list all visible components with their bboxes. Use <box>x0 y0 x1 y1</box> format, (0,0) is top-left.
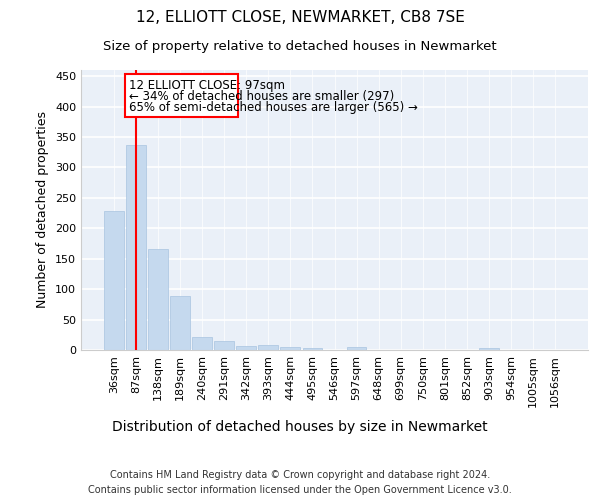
Bar <box>192 336 212 350</box>
Bar <box>479 348 499 350</box>
Text: 12 ELLIOTT CLOSE: 97sqm: 12 ELLIOTT CLOSE: 97sqm <box>129 79 285 92</box>
Bar <box>148 249 168 350</box>
Bar <box>302 348 322 350</box>
Text: Contains HM Land Registry data © Crown copyright and database right 2024.: Contains HM Land Registry data © Crown c… <box>110 470 490 480</box>
Text: Size of property relative to detached houses in Newmarket: Size of property relative to detached ho… <box>103 40 497 53</box>
Y-axis label: Number of detached properties: Number of detached properties <box>37 112 49 308</box>
Text: Contains public sector information licensed under the Open Government Licence v3: Contains public sector information licen… <box>88 485 512 495</box>
Text: ← 34% of detached houses are smaller (297): ← 34% of detached houses are smaller (29… <box>129 90 394 103</box>
Bar <box>347 347 367 350</box>
Text: Distribution of detached houses by size in Newmarket: Distribution of detached houses by size … <box>112 420 488 434</box>
Bar <box>214 341 234 350</box>
Bar <box>104 211 124 350</box>
Bar <box>259 345 278 350</box>
Text: 65% of semi-detached houses are larger (565) →: 65% of semi-detached houses are larger (… <box>129 101 418 114</box>
Text: 12, ELLIOTT CLOSE, NEWMARKET, CB8 7SE: 12, ELLIOTT CLOSE, NEWMARKET, CB8 7SE <box>136 10 464 25</box>
Bar <box>280 347 301 350</box>
FancyBboxPatch shape <box>125 74 238 117</box>
Bar <box>236 346 256 350</box>
Bar <box>126 145 146 350</box>
Bar <box>170 296 190 350</box>
